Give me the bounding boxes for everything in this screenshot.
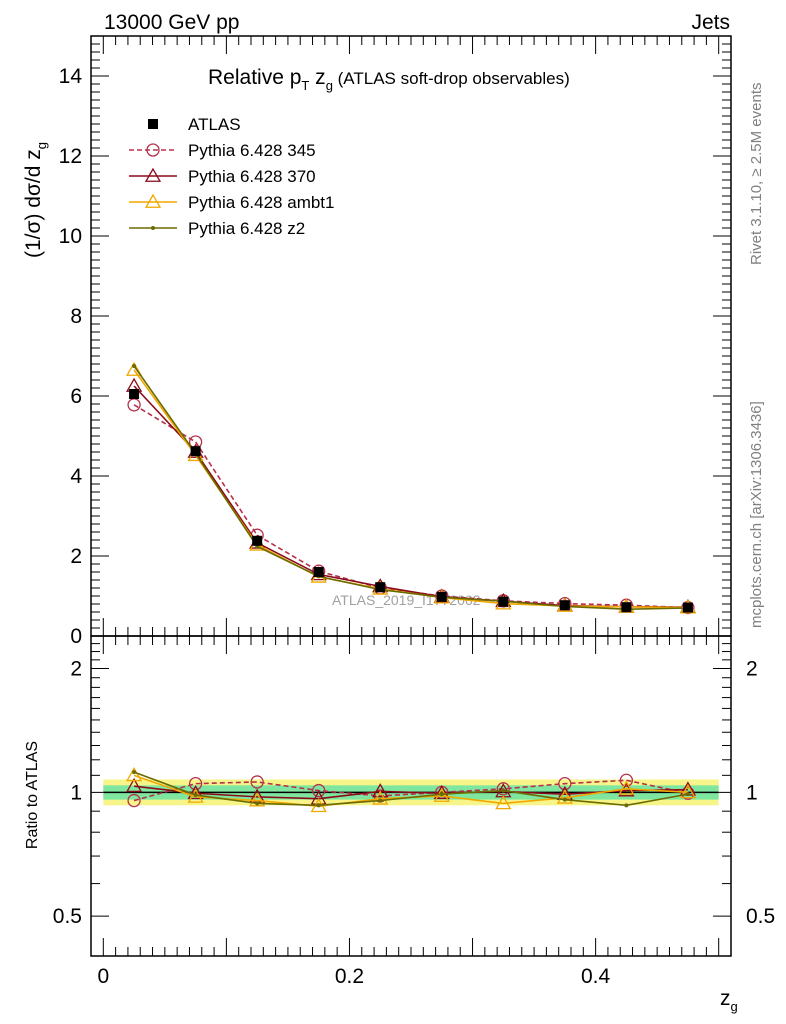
main-y-label-text: (1/σ) dσ/d z: [22, 149, 45, 258]
y-tick-label: 10: [59, 225, 82, 248]
title-main: Relative p: [208, 66, 301, 89]
main-y-axis-label: (1/σ) dσ/d zg: [22, 142, 49, 258]
y-tick-label: 8: [70, 305, 82, 328]
series-line-pythia-6-428-345: [133, 404, 688, 609]
ratio-point-pythia-6-428-345: [127, 793, 141, 808]
y-tick-label: 2: [70, 545, 82, 568]
ratio-y-tick-label: 2: [70, 658, 82, 681]
x-label-text: z: [720, 987, 731, 1010]
series-line-pythia-6-428-370: [133, 385, 688, 608]
x-tick-label: 0: [97, 965, 109, 988]
title-sub-g: g: [326, 78, 333, 93]
ratio-y-axis-label: Ratio to ATLAS: [24, 741, 41, 849]
title-mid: z: [309, 66, 325, 89]
ratio-point-pythia-6-428-370: [433, 784, 450, 800]
legend-label-pythia-6-428-370: Pythia 6.428 370: [188, 167, 316, 186]
legend-marker-pythia-6-428-370: [144, 167, 162, 182]
ratio-point-pythia-6-428-ambt1: [495, 795, 512, 810]
legend-marker-pythia-6-428-z2: [151, 226, 155, 230]
data-point-pythia-6-428-z2: [132, 364, 137, 368]
ratio-point-pythia-6-428-z2: [439, 792, 444, 797]
header-energy-label: 13000 GeV pp: [104, 11, 239, 34]
ratio-point-pythia-6-428-ambt1: [556, 789, 573, 804]
ratio-point-pythia-6-428-ambt1: [249, 792, 266, 807]
ratio-line-pythia-6-428-345: [133, 779, 689, 802]
ratio-y-tick-label: 0.5: [53, 905, 82, 928]
ratio-y-tick-label-right: 1: [746, 781, 758, 804]
data-point-atlas: [375, 582, 386, 593]
ratio-point-pythia-6-428-345: [250, 775, 264, 789]
data-point-atlas: [313, 567, 324, 577]
title-note: (ATLAS soft-drop observables): [333, 69, 570, 88]
series-line-pythia-6-428-ambt1: [133, 369, 688, 609]
ratio-y-tick-label-right: 0.5: [746, 905, 775, 928]
ratio-point-pythia-6-428-z2: [316, 803, 321, 808]
x-axis-label: zg: [720, 987, 738, 1014]
y-tick-label: 4: [70, 465, 82, 488]
data-point-atlas: [252, 535, 263, 546]
legend-label-pythia-6-428-z2: Pythia 6.428 z2: [188, 219, 305, 238]
ratio-point-pythia-6-428-ambt1: [679, 784, 697, 799]
y-tick-label: 12: [59, 145, 82, 168]
data-point-pythia-6-428-ambt1: [125, 361, 143, 376]
legend-marker-pythia-6-428-345: [146, 143, 160, 157]
y-tick-label: 0: [70, 625, 82, 648]
data-point-atlas: [129, 389, 140, 399]
data-point-atlas: [190, 446, 201, 457]
ratio-line-pythia-6-428-z2: [133, 771, 689, 807]
y-tick-label: 6: [70, 385, 82, 408]
ratio-point-pythia-6-428-ambt1: [125, 767, 143, 782]
ratio-point-pythia-6-428-z2: [193, 793, 198, 798]
mcplots-label: mcplots.cern.ch [arXiv:1306.3436]: [748, 401, 765, 628]
data-point-atlas: [559, 600, 570, 611]
ratio-point-pythia-6-428-345: [496, 782, 510, 796]
ratio-point-pythia-6-428-370: [125, 777, 143, 793]
x-label-sub: g: [731, 999, 738, 1014]
ratio-point-pythia-6-428-z2: [501, 788, 506, 793]
ratio-point-pythia-6-428-370: [372, 783, 389, 798]
y-tick-label: 14: [59, 65, 83, 88]
x-tick-label: 0.2: [335, 965, 364, 988]
plot-title: Relative pT zg (ATLAS soft-drop observab…: [208, 66, 570, 93]
data-point-atlas: [621, 602, 632, 613]
title-sub-t: T: [301, 78, 309, 93]
ratio-point-pythia-6-428-370: [187, 784, 204, 800]
series-line-pythia-6-428-z2: [133, 365, 688, 611]
legend-label-pythia-6-428-345: Pythia 6.428 345: [188, 141, 316, 160]
legend-marker-pythia-6-428-ambt1: [144, 193, 162, 208]
ratio-point-pythia-6-428-z2: [562, 797, 567, 802]
ratio-point-pythia-6-428-345: [312, 783, 326, 798]
main-plot-frame: [90, 35, 732, 637]
main-y-label-sub: g: [34, 142, 49, 149]
ratio-point-pythia-6-428-z2: [685, 792, 690, 797]
ratio-y-tick-label: 1: [70, 781, 82, 804]
ratio-point-pythia-6-428-z2: [624, 803, 629, 808]
ratio-y-tick-label-right: 2: [746, 658, 758, 681]
rivet-version-label: Rivet 3.1.10, ≥ 2.5M events: [748, 83, 765, 266]
legend-marker-atlas: [148, 119, 158, 129]
ratio-point-pythia-6-428-345: [619, 773, 634, 787]
data-point-atlas: [436, 591, 447, 602]
legend-label-atlas: ATLAS: [188, 115, 241, 134]
ratio-point-pythia-6-428-z2: [378, 798, 383, 803]
ratio-point-pythia-6-428-ambt1: [618, 780, 635, 795]
header-jets-label: Jets: [691, 11, 730, 34]
ratio-point-pythia-6-428-ambt1: [372, 790, 389, 805]
ratio-point-pythia-6-428-z2: [255, 801, 260, 806]
data-point-atlas: [498, 596, 509, 607]
ratio-point-pythia-6-428-z2: [132, 770, 137, 775]
x-tick-label: 0.4: [581, 965, 611, 988]
legend-label-pythia-6-428-ambt1: Pythia 6.428 ambt1: [188, 193, 334, 212]
ratio-line-pythia-6-428-370: [133, 785, 688, 800]
data-point-atlas: [682, 602, 693, 613]
